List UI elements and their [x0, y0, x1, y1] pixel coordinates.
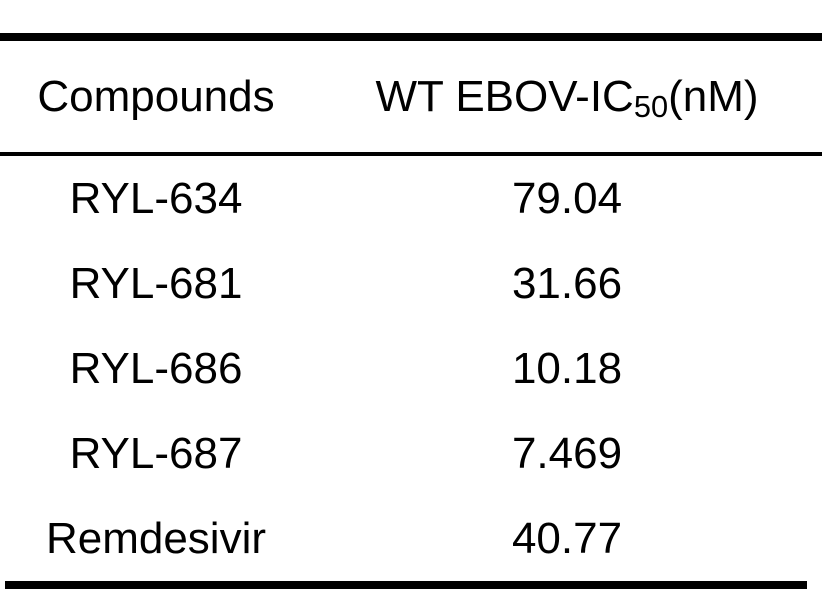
header-ic50-suffix: (nM) [668, 71, 759, 121]
ic50-value-cell: 31.66 [511, 258, 623, 308]
table-header: Compounds WT EBOV-IC50(nM) [0, 41, 822, 156]
header-row: Compounds WT EBOV-IC50(nM) [0, 41, 822, 156]
ic50-value-cell: 79.04 [511, 173, 623, 223]
ic50-value-cell: 40.77 [511, 513, 623, 563]
compound-name-cell: RYL-681 [69, 258, 243, 308]
table-bottom-rule [5, 581, 807, 589]
table-row: RYL-686 10.18 [0, 326, 822, 411]
compound-name-cell: RYL-634 [69, 173, 243, 223]
table-row: RYL-681 31.66 [0, 241, 822, 326]
header-cell-compounds: Compounds [0, 41, 312, 156]
compound-name-cell: RYL-687 [69, 428, 243, 478]
ic50-table: Compounds WT EBOV-IC50(nM) RYL-634 79.04… [0, 41, 822, 581]
header-ic50-prefix: WT EBOV-IC [375, 71, 634, 121]
table-top-rule [0, 33, 822, 41]
compound-name-cell: Remdesivir [45, 513, 267, 563]
table-row: RYL-634 79.04 [0, 154, 822, 241]
header-ic50-subscript: 50 [633, 89, 669, 125]
ic50-value-cell: 10.18 [511, 343, 623, 393]
ic50-value-cell: 7.469 [511, 428, 623, 478]
table-body: RYL-634 79.04 RYL-681 31.66 RYL-686 10.1… [0, 154, 822, 581]
compound-name-cell: RYL-686 [69, 343, 243, 393]
header-cell-ic50: WT EBOV-IC50(nM) [312, 41, 822, 156]
table-row: Remdesivir 40.77 [0, 496, 822, 581]
table-row: RYL-687 7.469 [0, 411, 822, 496]
